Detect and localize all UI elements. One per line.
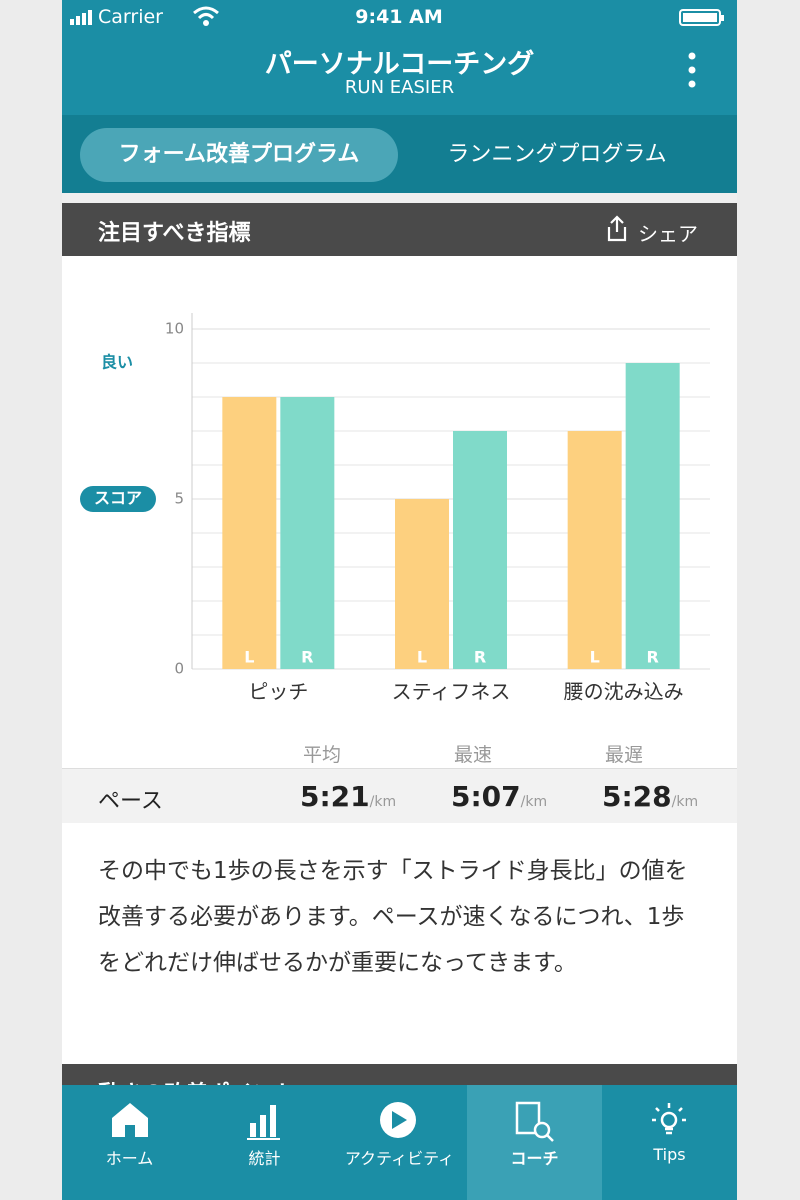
pace-column: 最速 xyxy=(453,744,492,766)
pace-time: 5:07 xyxy=(451,780,521,813)
pace-unit: /km xyxy=(520,794,548,810)
pace-column: 平均 xyxy=(302,744,341,766)
bar-label: R xyxy=(301,648,313,667)
bar-label: L xyxy=(417,648,427,667)
bar xyxy=(453,431,507,669)
y-tick-label: 10 xyxy=(165,320,184,338)
menu-button[interactable] xyxy=(682,50,702,90)
y-tick-label: 5 xyxy=(174,490,184,508)
tab-item[interactable]: Tips xyxy=(653,1145,686,1164)
bar xyxy=(280,397,335,669)
signal-icon xyxy=(70,10,92,25)
tab-item[interactable]: コーチ xyxy=(510,1149,559,1168)
bar xyxy=(567,431,622,669)
bar xyxy=(625,363,680,669)
description: その中でも1歩の長さを示す「ストライド身長比」の値を改善する必要があります。ペー… xyxy=(98,858,688,976)
annotation: 良い xyxy=(101,353,133,372)
bar-label: R xyxy=(647,648,659,667)
pace-value: 5:07/km xyxy=(451,780,547,813)
subtitle: RUN EASIER xyxy=(344,77,455,98)
pace-value: 5:21/km xyxy=(300,780,396,813)
tab-item[interactable]: ホーム xyxy=(105,1149,154,1168)
tab-item[interactable]: アクティビティ xyxy=(344,1149,455,1168)
pace-time: 5:21 xyxy=(300,780,370,813)
tab[interactable]: ランニングプログラム xyxy=(447,142,667,167)
annotation: スコア xyxy=(94,489,142,508)
annotation-pill xyxy=(80,486,156,512)
pace-value: 5:28/km xyxy=(602,780,698,813)
y-tick-label: 0 xyxy=(174,660,184,678)
header-bar xyxy=(62,0,737,115)
share-label[interactable]: シェア xyxy=(638,222,698,246)
bar-label: L xyxy=(590,648,600,667)
x-tick-label: ピッチ xyxy=(248,680,308,704)
carrier: Carrier xyxy=(98,6,163,28)
tab-active[interactable]: フォーム改善プログラム xyxy=(80,128,398,182)
share-icon[interactable] xyxy=(604,214,630,244)
pace-row xyxy=(62,768,737,823)
pace-time: 5:28 xyxy=(602,780,672,813)
tab-icons xyxy=(112,1101,686,1142)
bar xyxy=(395,499,449,669)
pace-unit: /km xyxy=(671,794,699,810)
title: パーソナルコーチング xyxy=(264,49,535,80)
battery-icon xyxy=(679,9,724,26)
bar-label: R xyxy=(474,648,486,667)
bar xyxy=(222,397,277,669)
x-tick-label: スティフネス xyxy=(392,680,511,704)
bar-label: L xyxy=(244,648,254,667)
time: 9:41 AM xyxy=(355,6,443,28)
pace-label: ペース xyxy=(98,789,163,814)
x-tick-label: 腰の沈み込み xyxy=(564,680,684,704)
pace-column: 最遅 xyxy=(604,744,643,766)
tab-item[interactable]: 統計 xyxy=(248,1149,281,1168)
wifi-icon xyxy=(193,6,219,26)
divider xyxy=(62,193,737,203)
section-title: 注目すべき指標 xyxy=(98,221,251,246)
pace-unit: /km xyxy=(369,794,397,810)
phone-screen: Carrier 9:41 AM パーソナルコーチング RUN EASIER フォ… xyxy=(62,0,737,1200)
